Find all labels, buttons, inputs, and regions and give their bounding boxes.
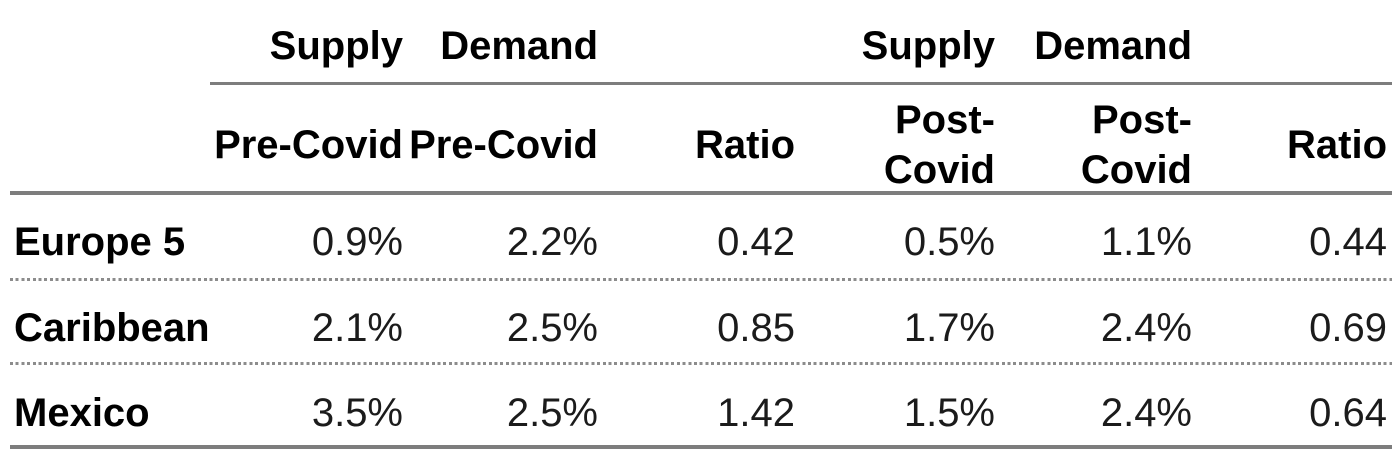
row-label: Mexico	[14, 391, 150, 435]
group-header-demand-pre: Demand	[440, 24, 598, 68]
table-row-mexico: Mexico 3.5% 2.5% 1.42 1.5% 2.4% 0.64	[0, 388, 1387, 438]
table-bottom-rule	[10, 445, 1392, 449]
cell-ratio-post: 0.44	[1309, 220, 1387, 264]
cell-supply-post: 0.5%	[903, 220, 995, 264]
cell-supply-pre: 0.9%	[311, 220, 403, 264]
column-header-demand-pre-covid: Pre-Covid	[409, 123, 598, 167]
cell-ratio-pre: 0.85	[717, 306, 795, 350]
group-header-demand-post: Demand	[1034, 24, 1192, 68]
column-header-ratio-pre: Ratio	[695, 123, 795, 167]
column-header-ratio-post: Ratio	[1287, 123, 1387, 167]
cell-ratio-pre: 1.42	[717, 391, 795, 435]
cell-demand-post: 2.4%	[1100, 306, 1192, 350]
row-divider-dotted	[10, 278, 1392, 281]
cell-demand-pre: 2.2%	[506, 220, 598, 264]
cell-demand-pre: 2.5%	[506, 391, 598, 435]
column-header-supply-post-covid: Post- Covid	[883, 98, 995, 192]
cell-demand-post: 2.4%	[1100, 391, 1192, 435]
column-header-row: Pre-Covid Pre-Covid Ratio Post- Covid Po…	[0, 95, 1387, 195]
group-header-supply-post: Supply	[861, 24, 995, 68]
cell-ratio-pre: 0.42	[717, 220, 795, 264]
table-row-caribbean: Caribbean 2.1% 2.5% 0.85 1.7% 2.4% 0.69	[0, 303, 1387, 353]
table-row-europe-5: Europe 5 0.9% 2.2% 0.42 0.5% 1.1% 0.44	[0, 217, 1387, 267]
cell-supply-post: 1.5%	[903, 391, 995, 435]
row-divider-dotted	[10, 362, 1392, 365]
group-header-underline	[210, 82, 1392, 85]
cell-supply-pre: 2.1%	[311, 306, 403, 350]
group-header-supply-pre: Supply	[269, 24, 403, 68]
cell-demand-post: 1.1%	[1100, 220, 1192, 264]
group-header-row: Supply Demand Supply Demand	[0, 21, 1387, 71]
row-label: Europe 5	[14, 220, 186, 264]
cell-supply-post: 1.7%	[903, 306, 995, 350]
cell-ratio-post: 0.69	[1309, 306, 1387, 350]
column-header-supply-pre-covid: Pre-Covid	[214, 123, 403, 167]
header-body-divider	[10, 191, 1392, 195]
column-header-demand-post-covid: Post- Covid	[1080, 98, 1192, 192]
row-label: Caribbean	[14, 306, 210, 350]
cell-supply-pre: 3.5%	[311, 391, 403, 435]
cell-ratio-post: 0.64	[1309, 391, 1387, 435]
cell-demand-pre: 2.5%	[506, 306, 598, 350]
